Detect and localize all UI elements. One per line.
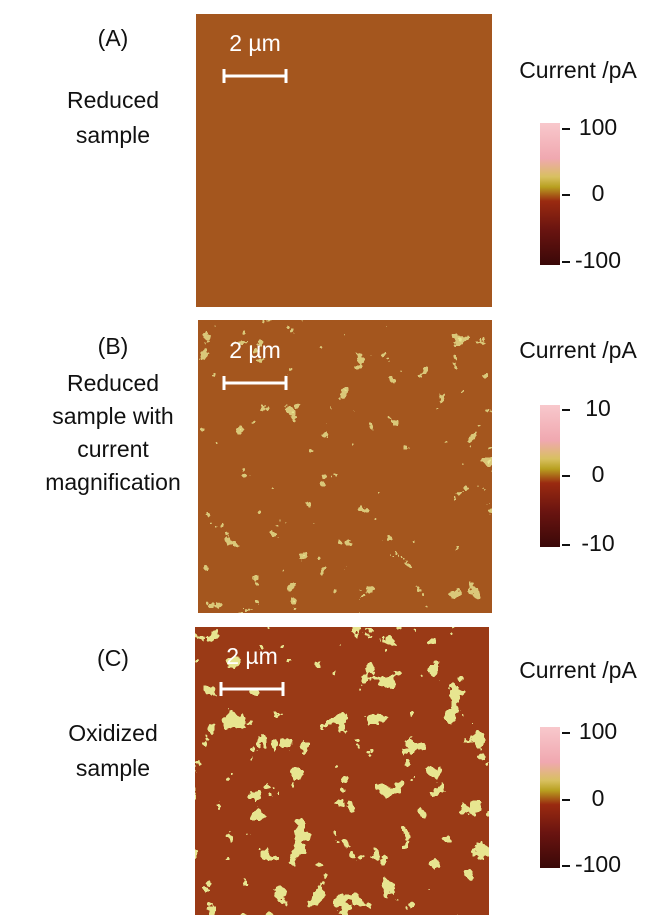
colorbar-tick-label: 0 (592, 180, 605, 206)
panel-label: (B) (98, 333, 129, 359)
panel-description: current (77, 436, 149, 462)
colorbar-tick-label: 10 (585, 395, 611, 421)
afm-texture (195, 627, 489, 915)
colorbar-tick-label: -100 (575, 851, 621, 877)
colorbar-tick-label: 0 (592, 785, 605, 811)
panel-label: (C) (97, 645, 129, 671)
panel-description: sample (76, 755, 150, 781)
colorbar-tick-label: -10 (581, 530, 614, 556)
colorbar-title: Current /pA (519, 57, 637, 83)
afm-texture (198, 320, 492, 613)
panel-description: sample with (52, 403, 173, 429)
colorbar-tick-label: -100 (575, 247, 621, 273)
colorbar-tick-label: 100 (579, 718, 617, 744)
colorbar (540, 727, 560, 868)
panel-label: (A) (98, 25, 129, 51)
colorbar-tick-label: 0 (592, 461, 605, 487)
colorbar-title: Current /pA (519, 657, 637, 683)
scale-bar-label: 2 µm (229, 337, 281, 363)
scale-bar-label: 2 µm (226, 643, 278, 669)
panel-description: Reduced (67, 370, 159, 396)
colorbar (540, 123, 560, 265)
afm-image (196, 14, 492, 307)
colorbar-tick-label: 100 (579, 114, 617, 140)
panel-description: Oxidized (68, 720, 157, 746)
panel-description: magnification (45, 469, 181, 495)
colorbar (540, 405, 560, 547)
colorbar-title: Current /pA (519, 337, 637, 363)
panel-description: Reduced (67, 87, 159, 113)
panel-description: sample (76, 122, 150, 148)
scale-bar-label: 2 µm (229, 30, 281, 56)
